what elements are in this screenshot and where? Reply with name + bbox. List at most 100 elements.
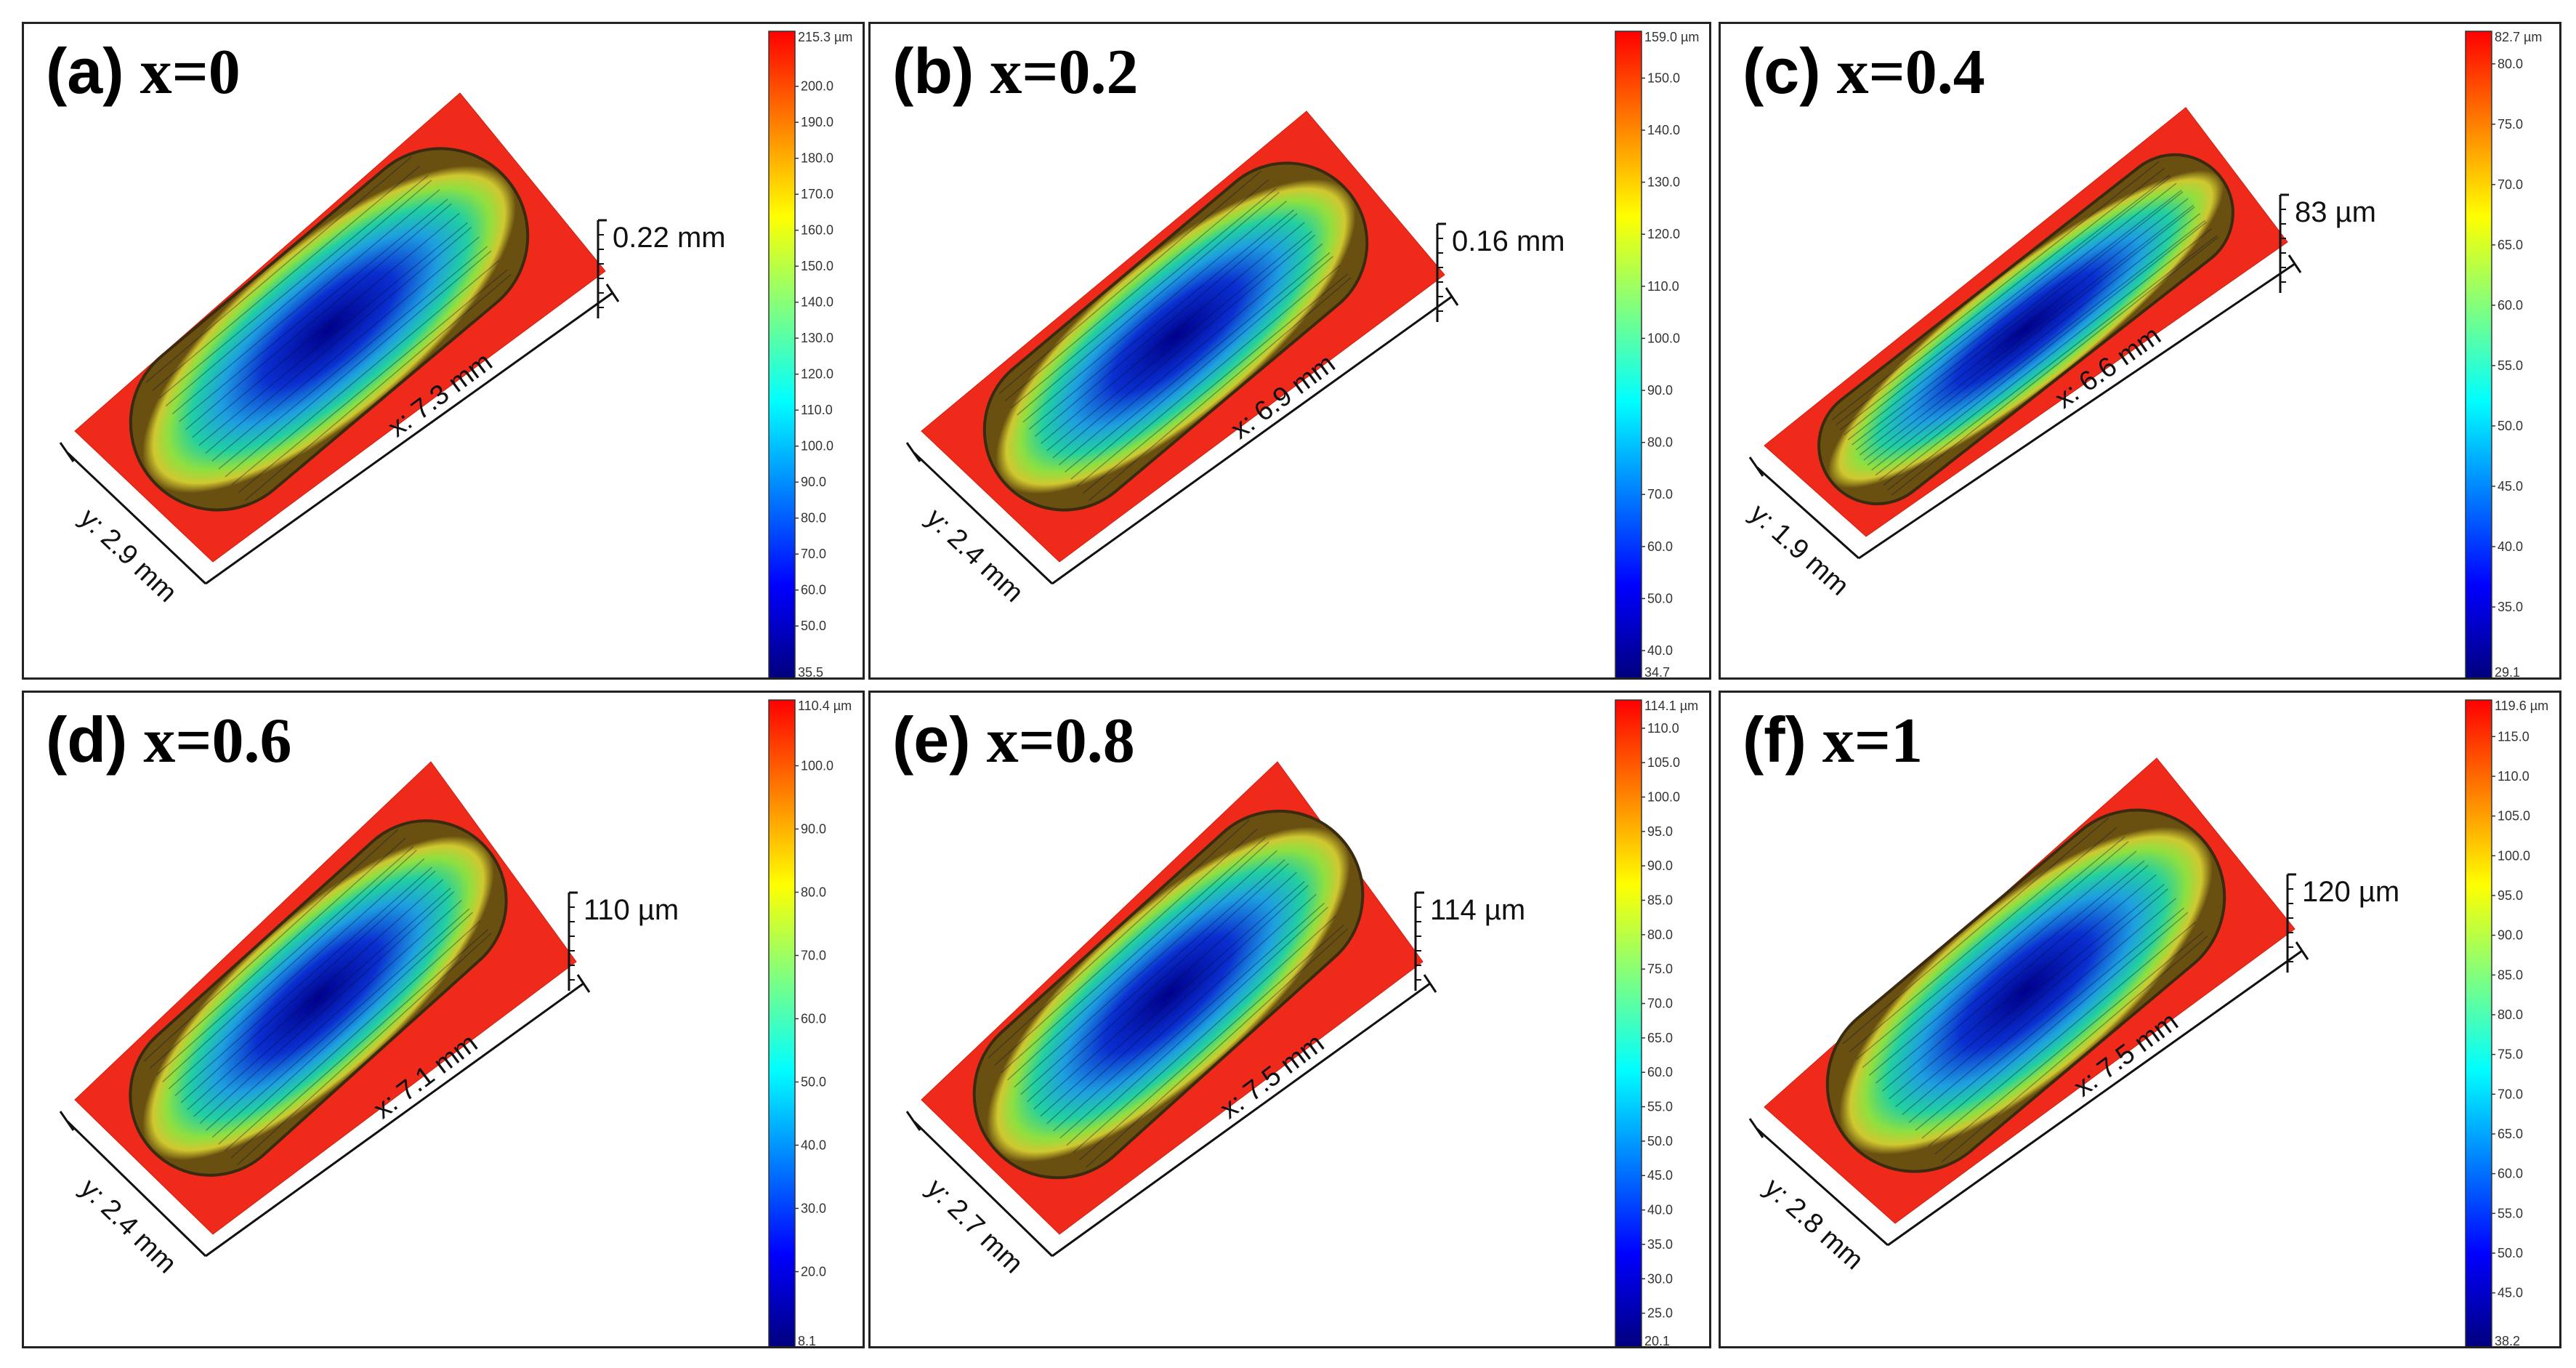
composition-label: x=1 xyxy=(1822,706,1923,776)
colorbar-tick-label: 90.0 xyxy=(2498,928,2523,943)
depth-label: 0.16 mm xyxy=(1452,225,1565,257)
colorbar-tick-label: 100.0 xyxy=(801,758,833,773)
colorbar-tick-label: 80.0 xyxy=(801,511,826,526)
colorbar-min-label: 35.5 xyxy=(798,665,823,680)
colorbar-tick-label: 60.0 xyxy=(1647,1065,1673,1079)
colorbar-tick-label: 25.0 xyxy=(1647,1306,1673,1321)
panel-label: (b) xyxy=(892,35,974,107)
dimension-axes xyxy=(1748,941,2309,1247)
colorbar-tick-label: 85.0 xyxy=(2498,967,2523,982)
colorbar-max-label: 119.6 µm xyxy=(2495,699,2548,713)
colorbar-min-label: 29.1 xyxy=(2495,665,2520,680)
colorbar-tick-label: 80.0 xyxy=(2498,57,2523,71)
depth-scale-bar xyxy=(2279,193,2289,293)
colorbar-tick-label: 120.0 xyxy=(801,367,833,382)
colorbar-tick-label: 110.0 xyxy=(2498,769,2529,784)
colorbar-max-label: 215.3 µm xyxy=(798,30,852,44)
colorbar-tick-label: 120.0 xyxy=(1647,227,1680,241)
colorbar-tick-label: 100.0 xyxy=(1647,790,1680,805)
colorbar-tick-label: 35.0 xyxy=(2498,600,2523,614)
colorbar-tick-label: 110.0 xyxy=(801,403,833,417)
colorbar-tick-label: 70.0 xyxy=(1647,997,1673,1011)
depth-label: 110 µm xyxy=(584,894,679,926)
panel-a: x: 7.3 mm y: 2.9 mm 0.22 mm 215.3 µm 35.5 200… xyxy=(22,22,865,680)
colorbar: 114.1 µm 20.1 110.0 105.0 100.0 95.0 90.0 85.0 8… xyxy=(1615,699,1698,1346)
colorbar-tick-label: 40.0 xyxy=(1647,1203,1673,1218)
colorbar-tick-label: 110.0 xyxy=(1647,279,1679,294)
colorbar-tick-label: 150.0 xyxy=(801,259,833,273)
depth-label: 83 µm xyxy=(2295,196,2376,228)
colorbar-tick-label: 95.0 xyxy=(1647,824,1673,839)
colorbar-tick-label: 40.0 xyxy=(2498,539,2523,554)
panel-title: (d) x=0.6 xyxy=(46,703,292,778)
colorbar-tick-label: 80.0 xyxy=(1647,435,1673,450)
dimension-axes xyxy=(905,974,1437,1258)
colorbar-tick-label: 180.0 xyxy=(801,151,833,166)
depth-label: 114 µm xyxy=(1430,894,1525,926)
colorbar-min-label: 38.2 xyxy=(2495,1334,2520,1348)
colorbar-tick-label: 90.0 xyxy=(801,821,826,836)
colorbar-tick-label: 50.0 xyxy=(2498,1246,2523,1260)
colorbar-tick-label: 50.0 xyxy=(1647,591,1673,605)
dimension-axes xyxy=(905,287,1459,585)
colorbar-tick-label: 80.0 xyxy=(1647,928,1673,942)
dimension-axes xyxy=(59,974,591,1258)
colorbar-tick-label: 75.0 xyxy=(1647,962,1673,976)
panel-title: (f) x=1 xyxy=(1743,703,1923,778)
colorbar-tick-label: 55.0 xyxy=(1647,1100,1673,1114)
panel-title: (b) x=0.2 xyxy=(892,34,1139,109)
colorbar-tick-label: 75.0 xyxy=(2498,1047,2523,1062)
colorbar-tick-label: 60.0 xyxy=(1647,539,1673,554)
colorbar-tick-label: 140.0 xyxy=(1647,123,1680,137)
colorbar-tick-label: 50.0 xyxy=(801,1074,826,1089)
wear-scar xyxy=(982,161,1369,512)
colorbar-max-label: 82.7 µm xyxy=(2495,30,2542,44)
colorbar-tick-label: 45.0 xyxy=(2498,1286,2523,1300)
composition-label: x=0.8 xyxy=(986,706,1135,776)
colorbar: 215.3 µm 35.5 200.0 190.0 180.0 170.0 160.0 150… xyxy=(768,30,852,680)
wear-scar xyxy=(129,147,530,512)
depth-scale-bar xyxy=(568,891,578,991)
colorbar-max-label: 110.4 µm xyxy=(798,699,852,713)
colorbar-tick-label: 100.0 xyxy=(2498,848,2530,863)
colorbar-tick-label: 160.0 xyxy=(801,223,833,238)
wear-scar xyxy=(1817,153,2234,506)
depth-scale-bar xyxy=(597,219,607,318)
colorbar-tick-label: 90.0 xyxy=(801,475,826,489)
composition-label: x=0.2 xyxy=(990,37,1139,108)
dimension-axes xyxy=(59,283,620,585)
colorbar-tick-label: 115.0 xyxy=(2498,729,2529,744)
colorbar-tick-label: 65.0 xyxy=(1647,1031,1673,1045)
colorbar-tick-label: 105.0 xyxy=(1647,755,1680,770)
dimension-axes xyxy=(1748,254,2302,560)
colorbar-tick-label: 30.0 xyxy=(801,1201,826,1215)
colorbar-tick-label: 80.0 xyxy=(2498,1007,2523,1022)
colorbar-tick-label: 100.0 xyxy=(1647,331,1680,345)
colorbar-tick-label: 60.0 xyxy=(801,583,826,598)
panel-e: x: 7.5 mm y: 2.7 mm 114 µm 114.1 µm 20.1 110.… xyxy=(868,691,1711,1348)
panel-label: (c) xyxy=(1743,35,1821,107)
colorbar-tick-label: 70.0 xyxy=(2498,177,2523,192)
colorbar-min-label: 34.7 xyxy=(1644,665,1670,680)
colorbar-tick-label: 35.0 xyxy=(1647,1237,1673,1252)
colorbar-tick-label: 75.0 xyxy=(2498,117,2523,132)
depth-scale-bar xyxy=(2286,873,2296,973)
colorbar-tick-label: 190.0 xyxy=(801,115,833,129)
colorbar-tick-label: 95.0 xyxy=(2498,888,2523,903)
colorbar-tick-label: 70.0 xyxy=(1647,487,1673,502)
depth-label: 120 µm xyxy=(2302,876,2399,908)
y-dimension-label: y: 2.8 mm xyxy=(1759,1172,1870,1276)
colorbar: 119.6 µm 38.2 115.0 110.0 105.0 100.0 95.0 90.0… xyxy=(2465,699,2548,1348)
colorbar-tick-label: 50.0 xyxy=(2498,419,2523,433)
wear-scar xyxy=(129,819,508,1177)
colorbar-tick-label: 50.0 xyxy=(801,619,826,633)
colorbar-tick-label: 40.0 xyxy=(801,1138,826,1152)
depth-label: 0.22 mm xyxy=(613,222,726,254)
colorbar-tick-label: 70.0 xyxy=(801,948,826,962)
colorbar-tick-label: 70.0 xyxy=(2498,1087,2523,1101)
